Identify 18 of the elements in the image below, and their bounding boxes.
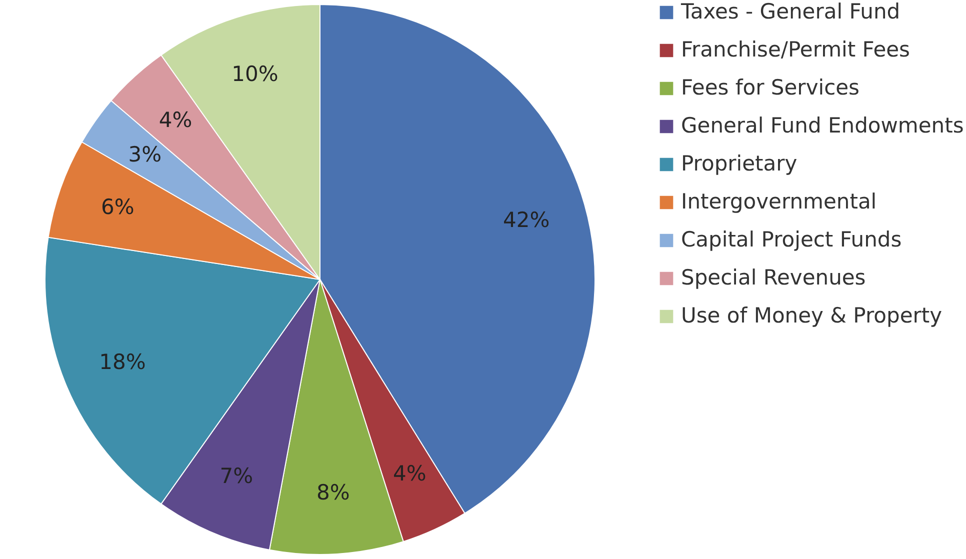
legend-label: Special Revenues [681,266,866,290]
legend-label: Capital Project Funds [681,228,902,252]
legend-label: Fees for Services [681,76,860,100]
legend-label: General Fund Endowments [681,114,964,138]
data-label: 4% [392,461,426,486]
data-label: 4% [158,108,192,132]
legend-label: Proprietary [681,152,798,176]
legend-label: Taxes - General Fund [680,0,900,24]
data-label: 7% [220,464,254,488]
legend-label: Intergovernmental [681,190,877,214]
data-label: 6% [101,195,134,220]
legend-label: Use of Money & Property [681,304,942,328]
data-label: 3% [128,142,162,167]
data-label: 42% [502,208,550,232]
data-label: 10% [232,62,278,86]
data-label: 8% [316,480,350,505]
data-label: 18% [99,350,146,374]
legend-label: Franchise/Permit Fees [681,38,910,62]
